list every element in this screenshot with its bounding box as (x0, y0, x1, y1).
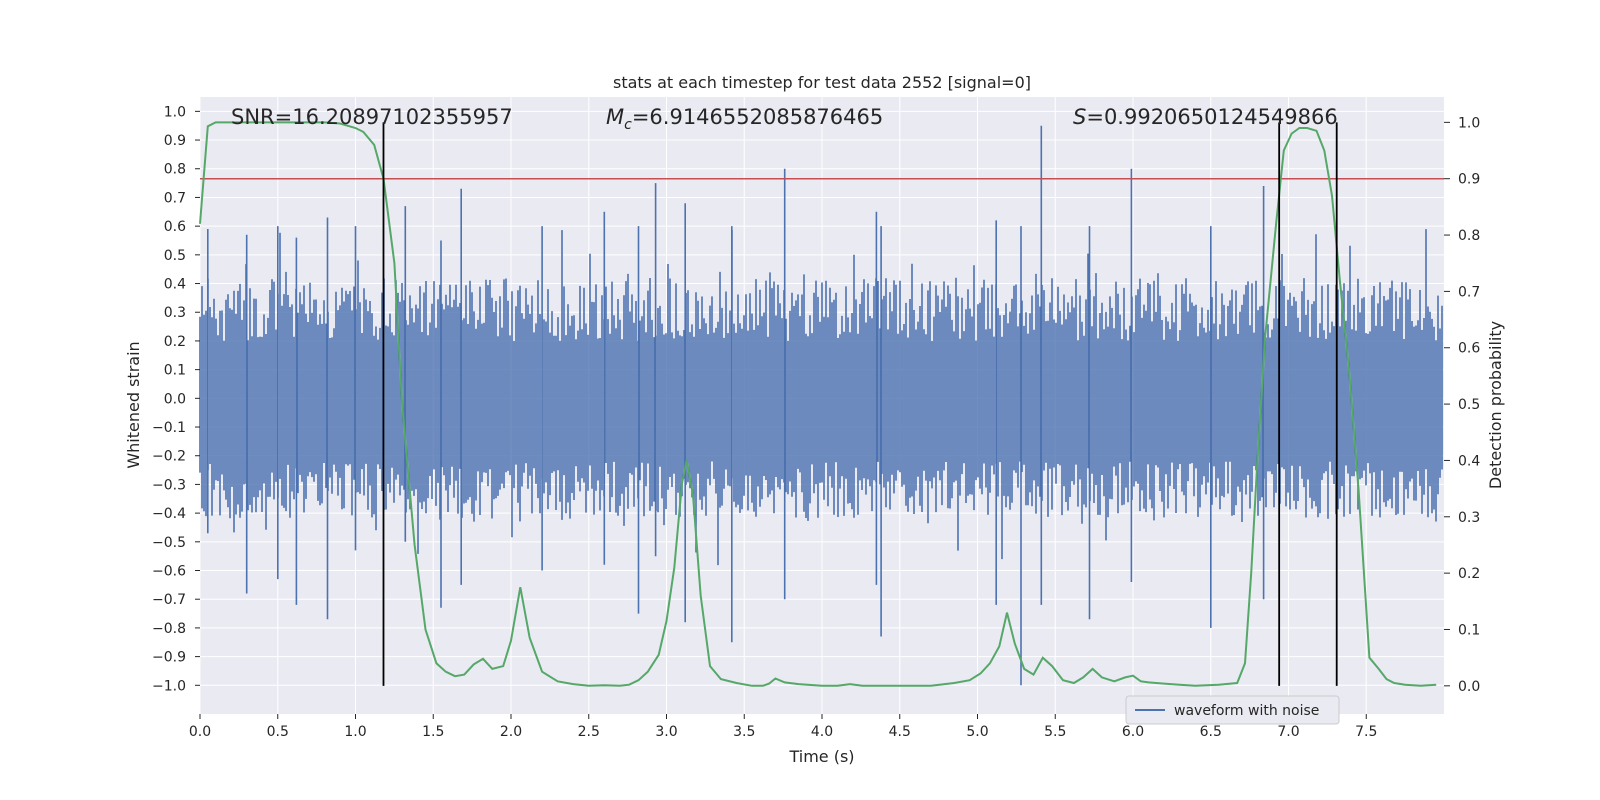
legend: waveform with noise (1125, 695, 1340, 725)
y-tick-label: 0.8 (164, 162, 186, 178)
chirp-mass-value: =6.9146552085876465 (632, 105, 883, 129)
x-tick-label: 3.5 (733, 724, 755, 740)
vertical-markers (382, 122, 1338, 686)
detection-probability-line (199, 121, 1437, 687)
x-tick-label: 3.0 (655, 724, 677, 740)
y-tick-label: 0.2 (164, 334, 186, 350)
x-tick-label: 0.0 (189, 724, 211, 740)
y-tick-label: 1.0 (164, 104, 186, 120)
y-tick-label: −0.1 (152, 420, 186, 436)
y-tick-label: −0.6 (152, 564, 186, 580)
y2-tick-label: 0.9 (1458, 172, 1480, 188)
overlap-annotation: S=0.9920650124549866 (1073, 105, 1338, 129)
y-tick-label: 0.6 (164, 219, 186, 235)
axis-ticks: 0.0 0.5 1.0 1.5 2.0 2.5 3.0 3.5 4.0 4.5 5.0 5.5 6.0 6… (152, 104, 1480, 740)
y2-tick-label: 0.4 (1458, 453, 1480, 469)
y2-axis-label: Detection probability (1486, 321, 1505, 489)
y2-tick-label: 1.0 (1458, 115, 1480, 131)
y2-tick-label: 0.1 (1458, 622, 1480, 638)
y-tick-label: 0.5 (164, 248, 186, 264)
x-tick-label: 2.0 (500, 724, 522, 740)
y-tick-label: 0.0 (164, 391, 186, 407)
y2-tick-label: 0.8 (1458, 228, 1480, 244)
y-tick-label: 0.1 (164, 363, 186, 379)
x-tick-label: 1.5 (422, 724, 444, 740)
y-tick-label: 0.7 (164, 190, 186, 206)
x-tick-label: 5.5 (1044, 724, 1066, 740)
overlap-symbol: S (1073, 105, 1086, 129)
x-tick-label: 1.0 (344, 724, 366, 740)
y-tick-label: 0.9 (164, 133, 186, 149)
x-tick-label: 6.5 (1200, 724, 1222, 740)
y-tick-label: −0.4 (152, 506, 186, 522)
y-tick-label: −0.3 (152, 477, 186, 493)
x-tick-label: 4.0 (811, 724, 833, 740)
y-tick-label: −1.0 (152, 678, 186, 694)
chirp-mass-subscript: c (624, 117, 632, 133)
y-tick-label: −0.8 (152, 621, 186, 637)
y-tick-label: −0.5 (152, 535, 186, 551)
chirp-mass-annotation: Mc=6.9146552085876465 (606, 105, 883, 133)
y-axis-label: Whitened strain (124, 341, 143, 468)
y2-tick-label: 0.0 (1458, 679, 1480, 695)
chart-title: stats at each timestep for test data 255… (613, 73, 1031, 92)
x-tick-label: 7.5 (1355, 724, 1377, 740)
y2-tick-label: 0.5 (1458, 397, 1480, 413)
snr-annotation: SNR=16.20897102355957 (231, 105, 513, 129)
x-tick-label: 0.5 (267, 724, 289, 740)
x-tick-label: 7.0 (1277, 724, 1299, 740)
x-tick-label: 5.0 (966, 724, 988, 740)
x-axis-label: Time (s) (788, 747, 854, 766)
y2-tick-label: 0.7 (1458, 284, 1480, 300)
y2-tick-label: 0.6 (1458, 341, 1480, 357)
x-tick-label: 4.5 (889, 724, 911, 740)
y2-tick-label: 0.2 (1458, 566, 1480, 582)
y-tick-label: −0.9 (152, 650, 186, 666)
x-tick-label: 6.0 (1122, 724, 1144, 740)
y-tick-label: 0.3 (164, 305, 186, 321)
y-tick-label: −0.7 (152, 592, 186, 608)
legend-label-waveform: waveform with noise (1174, 703, 1319, 719)
y2-tick-label: 0.3 (1458, 510, 1480, 526)
legend-box (1125, 695, 1340, 725)
x-tick-label: 2.5 (578, 724, 600, 740)
y-tick-label: 0.4 (164, 277, 186, 293)
chirp-mass-symbol: M (606, 105, 624, 129)
y-tick-label: −0.2 (152, 449, 186, 465)
overlap-value: =0.9920650124549866 (1086, 105, 1337, 129)
